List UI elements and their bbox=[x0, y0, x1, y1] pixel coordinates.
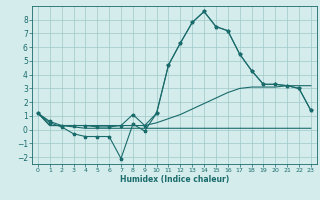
X-axis label: Humidex (Indice chaleur): Humidex (Indice chaleur) bbox=[120, 175, 229, 184]
